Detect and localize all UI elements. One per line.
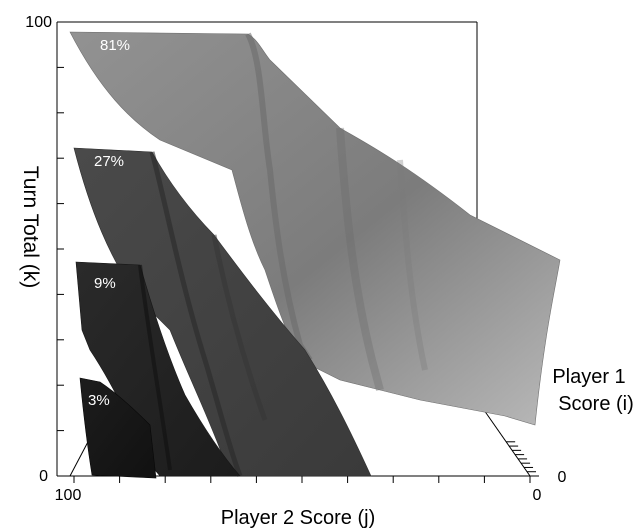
series-label-27: 27% (94, 153, 124, 170)
y-axis-ticks (506, 441, 539, 477)
z-tick-label-min: 0 (39, 468, 48, 485)
surface-9 (75, 261, 241, 477)
z-axis-title: Turn Total (k) (19, 166, 42, 289)
surface-81 (69, 31, 561, 426)
surface-3-sheet (79, 377, 157, 479)
surface-27-fold (149, 151, 243, 477)
x-tick-label-left: 100 (55, 487, 82, 504)
surface-81-sheet (69, 31, 561, 426)
surface-9-fold (138, 264, 172, 471)
y-axis-title-line-2: Score (i) (558, 393, 634, 415)
z-axis-ticks (57, 21, 64, 477)
surface-9-sheet (75, 261, 241, 477)
surface-81-fold-3 (397, 159, 428, 371)
series-label-81: 81% (100, 37, 130, 54)
series-label-3: 3% (88, 392, 110, 409)
surface-81-fold (245, 32, 313, 362)
series-label-9: 9% (94, 275, 116, 292)
z-tick-label-max: 100 (25, 14, 52, 31)
surface-27-fold-2 (211, 234, 268, 421)
x-tick-label-right: 0 (533, 487, 542, 504)
surface-81-fold-2 (336, 127, 384, 392)
y-axis-title-line-1: Player 1 (552, 366, 625, 388)
x-axis-ticks (73, 476, 531, 483)
y-tick-label-near: 0 (558, 469, 567, 486)
surface-3 (79, 377, 157, 479)
x-axis-title: Player 2 Score (j) (221, 507, 376, 529)
